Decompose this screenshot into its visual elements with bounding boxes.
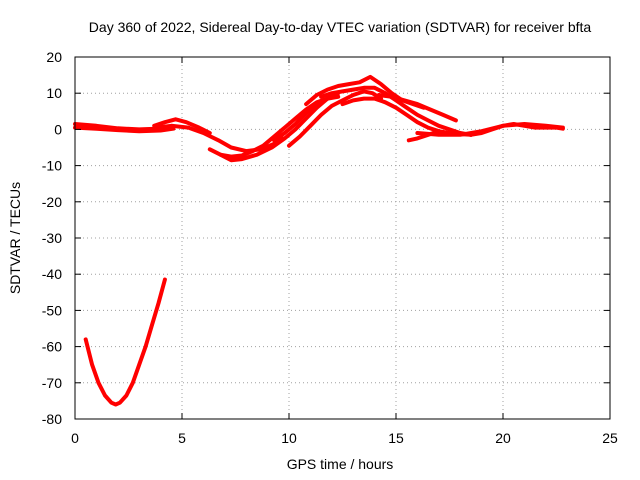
tick-layer [74,56,611,420]
x-tick-label: 15 [388,430,404,446]
y-tick-labels: 20 10 0 -10 -20 -30 -40 -50 -60 -70 -80 [42,49,62,427]
series-trace-16 [83,277,167,407]
series-trace-12 [376,93,458,123]
series-trace-2 [73,125,176,134]
series-trace-3 [152,117,212,135]
x-tick-labels: 0 5 10 15 20 25 [71,430,618,446]
y-tick-label: -40 [42,266,62,282]
chart-title: Day 360 of 2022, Sidereal Day-to-day VTE… [89,19,592,35]
series-trace-4 [154,123,285,154]
y-tick-label: 20 [46,49,62,65]
y-tick-label: 0 [54,121,62,137]
y-tick-label: -50 [42,302,62,318]
x-tick-label: 10 [281,430,297,446]
series-trace-15 [468,122,565,137]
x-tick-label: 20 [495,430,511,446]
series-layer [73,74,565,407]
y-tick-label: -10 [42,158,62,174]
y-tick-label: -30 [42,230,62,246]
y-tick-label: -60 [42,339,62,355]
grid-layer [75,57,610,419]
series-trace-10 [319,85,473,137]
series-trace-7 [272,91,341,143]
x-axis-label: GPS time / hours [287,456,394,472]
x-tick-label: 5 [178,430,186,446]
y-axis-label: SDTVAR / TECUs [7,182,23,294]
y-tick-label: -70 [42,375,62,391]
y-tick-label: 10 [46,85,62,101]
series-trace-8 [287,89,383,148]
x-tick-label: 25 [602,430,618,446]
y-tick-label: -20 [42,194,62,210]
series-trace-6 [218,96,330,163]
y-tick-label: -80 [42,411,62,427]
x-tick-label: 0 [71,430,79,446]
